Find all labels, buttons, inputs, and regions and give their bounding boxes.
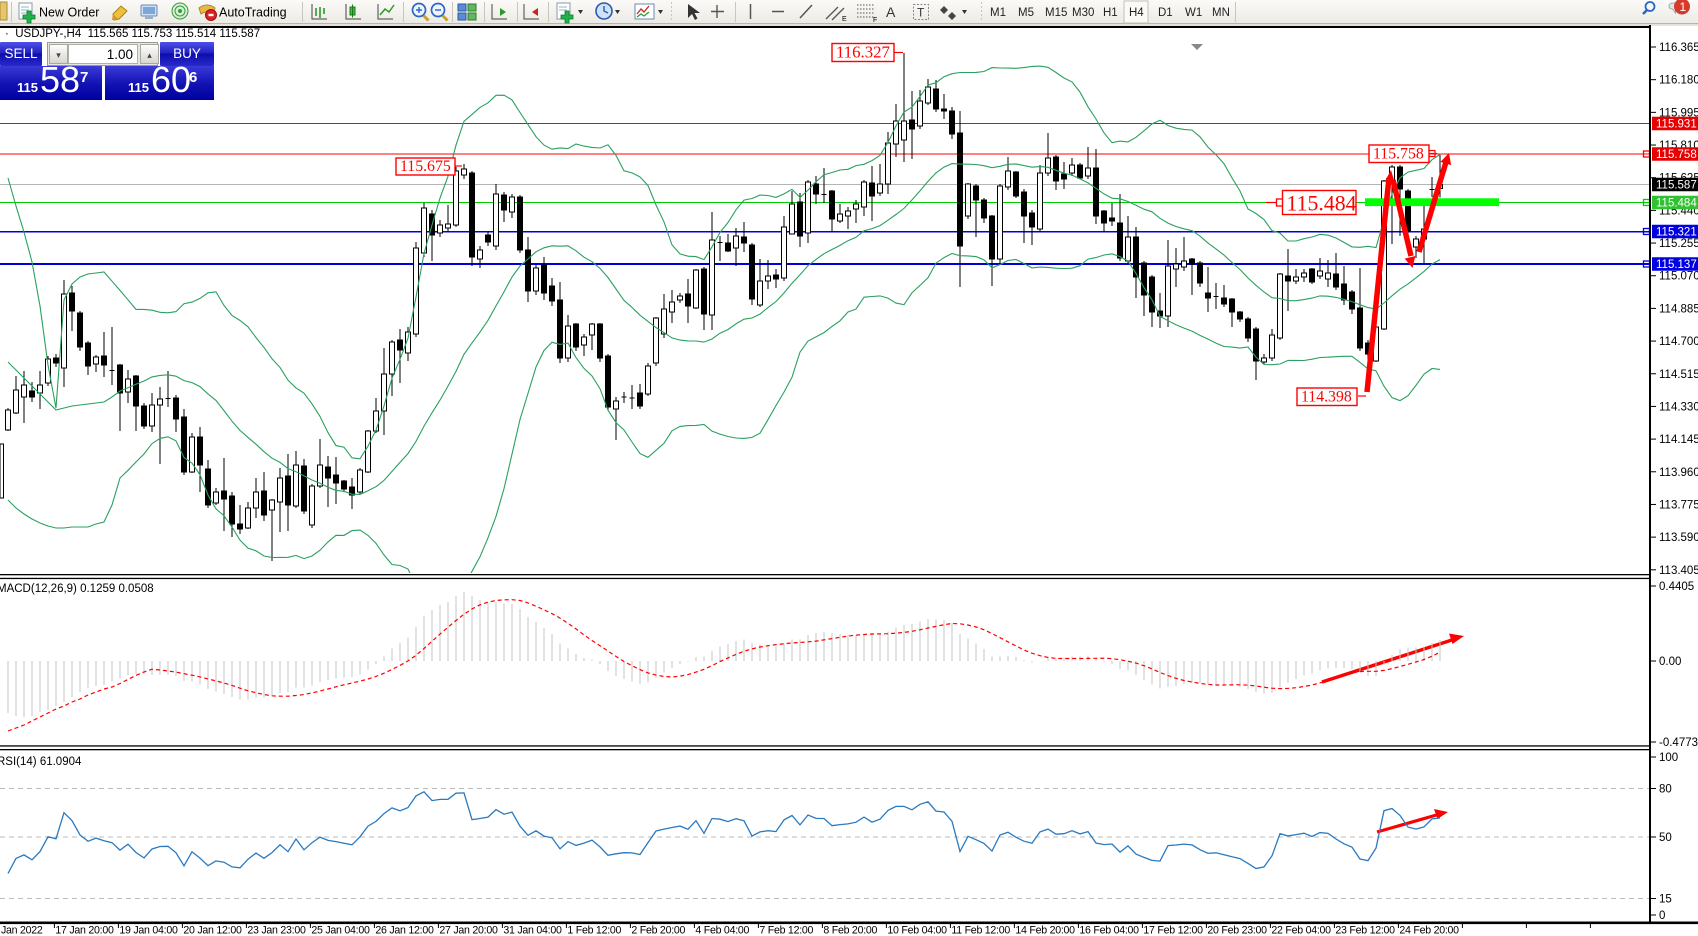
svg-text:115.675: 115.675 <box>400 158 451 175</box>
svg-text:F: F <box>873 17 877 24</box>
svg-text:14 Jan 2022: 14 Jan 2022 <box>0 925 43 936</box>
svg-text:7 Feb 12:00: 7 Feb 12:00 <box>759 925 813 936</box>
svg-text:115.484: 115.484 <box>1287 192 1357 216</box>
svg-text:17 Feb 12:00: 17 Feb 12:00 <box>1143 925 1203 936</box>
svg-text:113.590: 113.590 <box>1659 532 1698 544</box>
svg-text:31 Jan 04:00: 31 Jan 04:00 <box>503 925 562 936</box>
svg-text:0: 0 <box>1659 910 1665 922</box>
svg-text:116.365: 116.365 <box>1659 42 1698 54</box>
svg-text:115.758: 115.758 <box>1656 149 1697 161</box>
svg-text:50: 50 <box>1659 832 1672 844</box>
svg-text:T: T <box>917 6 925 20</box>
svg-text:M30: M30 <box>1072 7 1094 19</box>
svg-text:M1: M1 <box>990 7 1006 19</box>
svg-text:2 Feb 20:00: 2 Feb 20:00 <box>631 925 685 936</box>
svg-text:115.587: 115.587 <box>1656 180 1697 192</box>
svg-text:114.515: 114.515 <box>1659 369 1698 381</box>
svg-text:115.255: 115.255 <box>1659 238 1698 250</box>
svg-text:AutoTrading: AutoTrading <box>219 6 287 20</box>
svg-text:0.4405: 0.4405 <box>1659 581 1694 593</box>
svg-text:4 Feb 04:00: 4 Feb 04:00 <box>695 925 749 936</box>
svg-text:115.484: 115.484 <box>1656 198 1697 210</box>
svg-text:115.070: 115.070 <box>1659 271 1698 283</box>
svg-text:27 Jan 20:00: 27 Jan 20:00 <box>439 925 498 936</box>
svg-text:A: A <box>886 4 896 20</box>
svg-text:8 Feb 20:00: 8 Feb 20:00 <box>823 925 877 936</box>
svg-text:10 Feb 04:00: 10 Feb 04:00 <box>887 925 947 936</box>
svg-text:M15: M15 <box>1045 7 1067 19</box>
svg-text:E: E <box>842 16 847 23</box>
svg-text:115.995: 115.995 <box>1659 107 1698 119</box>
svg-text:D1: D1 <box>1158 7 1173 19</box>
svg-text:1: 1 <box>1680 0 1687 14</box>
svg-text:MACD(12,26,9) 0.1259 0.0508: MACD(12,26,9) 0.1259 0.0508 <box>0 583 154 595</box>
svg-text:80: 80 <box>1659 784 1672 796</box>
svg-text:26 Jan 12:00: 26 Jan 12:00 <box>375 925 434 936</box>
svg-text:23 Feb 12:00: 23 Feb 12:00 <box>1335 925 1395 936</box>
svg-text:115.931: 115.931 <box>1656 119 1697 131</box>
svg-text:115.321: 115.321 <box>1656 227 1697 239</box>
svg-text:100: 100 <box>1659 752 1678 764</box>
svg-text:RSI(14) 61.0904: RSI(14) 61.0904 <box>0 756 82 768</box>
svg-text:114.885: 114.885 <box>1659 303 1698 315</box>
svg-text:16 Feb 04:00: 16 Feb 04:00 <box>1079 925 1139 936</box>
svg-text:116.180: 116.180 <box>1659 75 1698 87</box>
svg-text:115.758: 115.758 <box>1373 146 1424 163</box>
svg-text:MN: MN <box>1212 7 1230 19</box>
svg-text:22 Feb 04:00: 22 Feb 04:00 <box>1271 925 1331 936</box>
svg-text:0.00: 0.00 <box>1659 656 1681 668</box>
svg-text:24 Feb 20:00: 24 Feb 20:00 <box>1399 925 1459 936</box>
svg-text:113.960: 113.960 <box>1659 467 1698 479</box>
svg-text:115.137: 115.137 <box>1656 259 1697 271</box>
svg-text:116.327: 116.327 <box>836 43 890 62</box>
svg-text:H1: H1 <box>1103 7 1118 19</box>
svg-text:W1: W1 <box>1185 7 1202 19</box>
svg-text:M5: M5 <box>1018 7 1034 19</box>
svg-text:25 Jan 04:00: 25 Jan 04:00 <box>311 925 370 936</box>
svg-text:H4: H4 <box>1129 7 1144 19</box>
svg-text:19 Jan 04:00: 19 Jan 04:00 <box>119 925 178 936</box>
svg-text:1 Feb 12:00: 1 Feb 12:00 <box>567 925 621 936</box>
svg-text:New Order: New Order <box>39 6 99 20</box>
svg-text:114.145: 114.145 <box>1659 434 1698 446</box>
svg-text:20 Jan 12:00: 20 Jan 12:00 <box>183 925 242 936</box>
svg-text:23 Jan 23:00: 23 Jan 23:00 <box>247 925 306 936</box>
svg-text:17 Jan 20:00: 17 Jan 20:00 <box>55 925 114 936</box>
svg-text:14 Feb 20:00: 14 Feb 20:00 <box>1015 925 1075 936</box>
svg-text:114.398: 114.398 <box>1301 389 1352 406</box>
svg-text:15: 15 <box>1659 894 1672 906</box>
svg-text:114.330: 114.330 <box>1659 401 1698 413</box>
svg-text:20 Feb 23:00: 20 Feb 23:00 <box>1207 925 1267 936</box>
svg-text:11 Feb 12:00: 11 Feb 12:00 <box>951 925 1010 936</box>
svg-text:113.775: 113.775 <box>1659 499 1698 511</box>
svg-text:-0.4773: -0.4773 <box>1659 737 1698 749</box>
svg-text:113.405: 113.405 <box>1659 565 1698 577</box>
svg-text:114.700: 114.700 <box>1659 336 1698 348</box>
